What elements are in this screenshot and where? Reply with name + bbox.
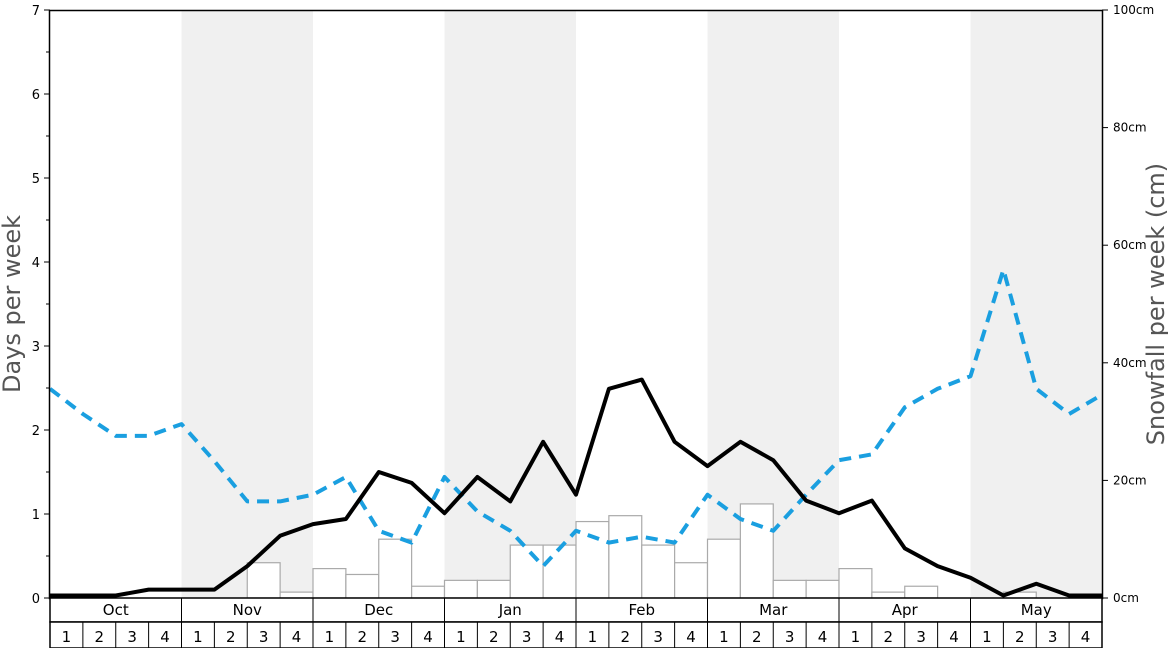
week-label: 1 bbox=[456, 628, 466, 646]
right-tick-label: 60cm bbox=[1113, 238, 1147, 252]
week-label: 1 bbox=[719, 628, 729, 646]
chart-lines bbox=[48, 267, 1104, 598]
snowfall-bar bbox=[312, 567, 347, 599]
week-label: 3 bbox=[653, 628, 663, 646]
week-label: 4 bbox=[818, 628, 828, 646]
left-tick-label: 4 bbox=[32, 256, 40, 271]
snowfall-bar bbox=[411, 585, 446, 599]
month-bands bbox=[181, 10, 1102, 598]
week-label: 1 bbox=[982, 628, 992, 646]
week-label: 4 bbox=[1081, 628, 1091, 646]
snowfall-bar bbox=[871, 591, 906, 599]
week-label: 1 bbox=[193, 628, 203, 646]
snowfall-bar bbox=[279, 591, 314, 599]
left-axis: 0 1 2 3 4 5 6 7 bbox=[32, 4, 50, 607]
week-row: 1 2 3 4 1 2 3 4 1 2 3 4 1 2 3 4 1 2 3 4 1 2 3 4 1 2 3 4 1 2 3 4 bbox=[49, 621, 1103, 648]
week-label: 4 bbox=[423, 628, 433, 646]
left-tick-label: 0 bbox=[32, 592, 40, 607]
left-tick-label: 6 bbox=[32, 88, 40, 103]
week-label: 2 bbox=[95, 628, 105, 646]
month-band-jan bbox=[444, 10, 576, 598]
right-tick-label: 20cm bbox=[1113, 473, 1147, 487]
snowfall-bar bbox=[641, 544, 676, 599]
snowfall-bar bbox=[904, 585, 939, 599]
snowfall-bar bbox=[509, 544, 544, 599]
month-band-mar bbox=[707, 10, 839, 598]
week-label: 1 bbox=[325, 628, 335, 646]
snowfall-bar bbox=[246, 562, 281, 599]
week-label: 2 bbox=[884, 628, 894, 646]
week-label: 1 bbox=[588, 628, 598, 646]
snowfall-bar bbox=[443, 579, 478, 599]
week-label: 3 bbox=[522, 628, 532, 646]
week-label: 3 bbox=[1048, 628, 1058, 646]
week-label: 3 bbox=[390, 628, 400, 646]
month-label-mar: Mar bbox=[759, 601, 788, 619]
right-tick-label: 40cm bbox=[1113, 356, 1147, 370]
week-label: 2 bbox=[752, 628, 762, 646]
snowfall-bar bbox=[378, 538, 413, 599]
month-label-oct: Oct bbox=[103, 601, 129, 619]
left-tick-label: 1 bbox=[32, 508, 40, 523]
left-tick-label: 5 bbox=[32, 172, 40, 187]
snow-days-line bbox=[50, 377, 1102, 598]
month-label-may: May bbox=[1021, 601, 1052, 619]
week-label: 3 bbox=[259, 628, 269, 646]
week-label: 3 bbox=[785, 628, 795, 646]
snowfall-line bbox=[48, 267, 1104, 569]
right-tick-label: 80cm bbox=[1113, 121, 1147, 135]
left-tick-label: 2 bbox=[32, 424, 40, 439]
week-label: 3 bbox=[127, 628, 137, 646]
month-band-nov bbox=[181, 10, 313, 598]
week-label: 4 bbox=[292, 628, 302, 646]
snowfall-bar bbox=[575, 520, 610, 599]
week-label: 4 bbox=[949, 628, 959, 646]
month-label-jan: Jan bbox=[498, 601, 522, 619]
week-label: 2 bbox=[1015, 628, 1025, 646]
snowfall-bar bbox=[345, 573, 380, 599]
snowfall-bar bbox=[542, 544, 577, 599]
snowfall-bar bbox=[608, 515, 643, 599]
right-axis-title: Snowfall per week (cm) bbox=[1142, 163, 1168, 445]
week-label: 3 bbox=[916, 628, 926, 646]
snowfall-bar bbox=[772, 579, 807, 599]
week-label: 1 bbox=[851, 628, 861, 646]
week-label: 2 bbox=[489, 628, 499, 646]
snowfall-bar bbox=[739, 503, 774, 599]
left-tick-label: 3 bbox=[32, 340, 40, 355]
month-band-may bbox=[970, 10, 1102, 598]
snowfall-bar bbox=[476, 579, 511, 599]
month-label-nov: Nov bbox=[233, 601, 262, 619]
snowfall-bar bbox=[805, 579, 840, 599]
snowfall-bar bbox=[674, 562, 709, 599]
week-label: 2 bbox=[226, 628, 236, 646]
week-label: 4 bbox=[686, 628, 696, 646]
month-label-apr: Apr bbox=[892, 601, 919, 619]
left-axis-title: Days per week bbox=[0, 215, 26, 393]
week-label: 2 bbox=[358, 628, 368, 646]
week-label: 4 bbox=[555, 628, 565, 646]
left-tick-label: 7 bbox=[32, 4, 40, 19]
snowfall-bars bbox=[246, 503, 1037, 599]
month-row: Oct Nov Dec Jan Feb Mar Apr May bbox=[49, 597, 1103, 623]
month-label-dec: Dec bbox=[364, 601, 393, 619]
right-axis: 0cm 20cm 40cm 60cm 80cm 100cm bbox=[1102, 3, 1154, 605]
right-tick-label: 0cm bbox=[1113, 591, 1139, 605]
week-label: 2 bbox=[621, 628, 631, 646]
week-label: 1 bbox=[62, 628, 72, 646]
snowfall-bar bbox=[838, 567, 873, 599]
month-label-feb: Feb bbox=[628, 601, 655, 619]
right-tick-label: 100cm bbox=[1113, 3, 1154, 17]
week-label: 4 bbox=[160, 628, 170, 646]
snowfall-bar bbox=[706, 538, 741, 599]
